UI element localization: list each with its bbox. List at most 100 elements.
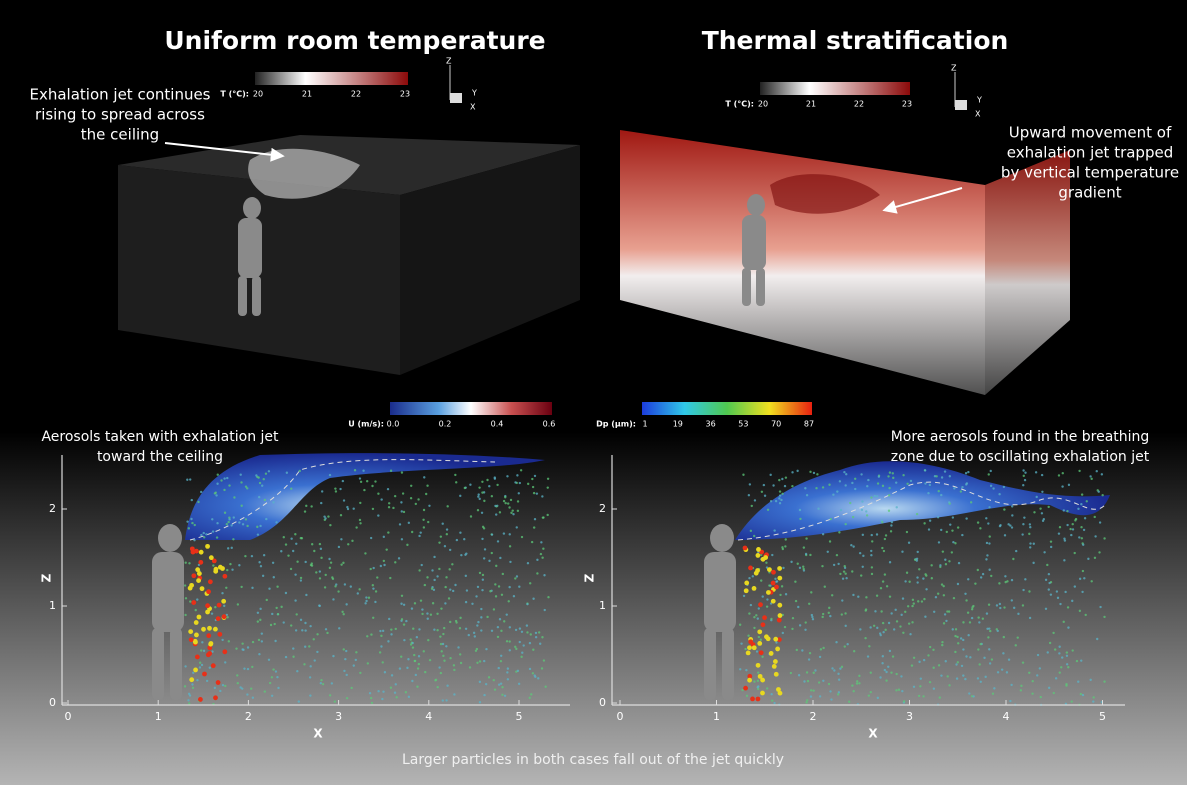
particle	[540, 553, 542, 555]
particle	[332, 578, 334, 580]
particle	[1046, 564, 1048, 566]
particle	[873, 625, 875, 627]
particle	[320, 502, 322, 504]
particle	[924, 469, 926, 471]
particle	[895, 689, 897, 691]
particle	[285, 656, 287, 658]
particle	[479, 660, 481, 662]
particle	[843, 471, 845, 473]
particle	[979, 643, 981, 645]
particle	[797, 563, 799, 565]
annotation: exhalation jet trapped	[1007, 144, 1173, 162]
particle	[405, 691, 407, 693]
particle	[957, 661, 959, 663]
colorbar	[390, 402, 552, 415]
particle	[432, 602, 434, 604]
particle	[283, 621, 285, 623]
particle	[1029, 617, 1031, 619]
particle	[195, 655, 200, 660]
particle	[414, 602, 416, 604]
annotation: by vertical temperature	[1001, 164, 1179, 182]
particle	[932, 649, 934, 651]
particle	[347, 543, 349, 545]
particle	[272, 562, 274, 564]
particle	[547, 486, 549, 488]
particle	[189, 677, 194, 682]
particle	[819, 695, 821, 697]
particle	[319, 605, 321, 607]
particle	[964, 678, 966, 680]
particle	[477, 496, 479, 498]
particle	[223, 489, 225, 491]
particle	[191, 600, 196, 605]
particle	[430, 613, 432, 615]
particle	[189, 478, 191, 480]
particle	[236, 674, 238, 676]
particle	[491, 533, 493, 535]
particle	[781, 478, 783, 480]
particle	[469, 666, 471, 668]
particle	[852, 516, 854, 518]
particle	[354, 469, 356, 471]
particle	[345, 603, 347, 605]
particle	[377, 690, 379, 692]
particle	[535, 636, 537, 638]
particle	[360, 481, 362, 483]
particle	[766, 598, 768, 600]
particle	[957, 642, 959, 644]
z-axis-label: Z	[40, 573, 54, 582]
particle	[870, 691, 872, 693]
particle	[1028, 672, 1030, 674]
particle	[189, 583, 194, 588]
particle	[294, 573, 296, 575]
particle	[391, 674, 393, 676]
particle	[527, 483, 529, 485]
particle	[871, 540, 873, 542]
particle	[761, 622, 766, 627]
particle	[480, 616, 482, 618]
particle	[839, 667, 841, 669]
particle	[791, 628, 793, 630]
particle	[747, 678, 752, 683]
particle	[403, 604, 405, 606]
particle	[874, 610, 876, 612]
particle	[838, 531, 840, 533]
particle	[205, 610, 210, 615]
particle	[309, 665, 311, 667]
particle	[242, 523, 244, 525]
annotation: gradient	[1058, 184, 1121, 202]
particle	[460, 554, 462, 556]
particle	[245, 518, 247, 520]
particle	[509, 561, 511, 563]
particle	[304, 510, 306, 512]
particle	[489, 590, 491, 592]
particle	[494, 476, 496, 478]
particle	[479, 498, 481, 500]
particle	[1008, 659, 1010, 661]
particle	[902, 632, 904, 634]
particle	[359, 522, 361, 524]
particle	[877, 482, 879, 484]
particle	[876, 595, 878, 597]
colorbar-label: T (°C):	[220, 90, 249, 99]
particle	[962, 648, 964, 650]
particle	[457, 646, 459, 648]
particle	[819, 656, 821, 658]
particle	[1103, 680, 1105, 682]
particle	[390, 687, 392, 689]
particle	[858, 675, 860, 677]
particle	[320, 548, 322, 550]
particle	[519, 482, 521, 484]
particle	[455, 620, 457, 622]
particle	[540, 541, 542, 543]
particle	[188, 527, 190, 529]
particle	[406, 667, 408, 669]
particle	[760, 579, 762, 581]
particle	[988, 569, 990, 571]
particle	[343, 648, 345, 650]
particle	[440, 607, 442, 609]
particle	[880, 634, 882, 636]
particle	[415, 674, 417, 676]
particle	[757, 641, 762, 646]
particle	[954, 635, 956, 637]
